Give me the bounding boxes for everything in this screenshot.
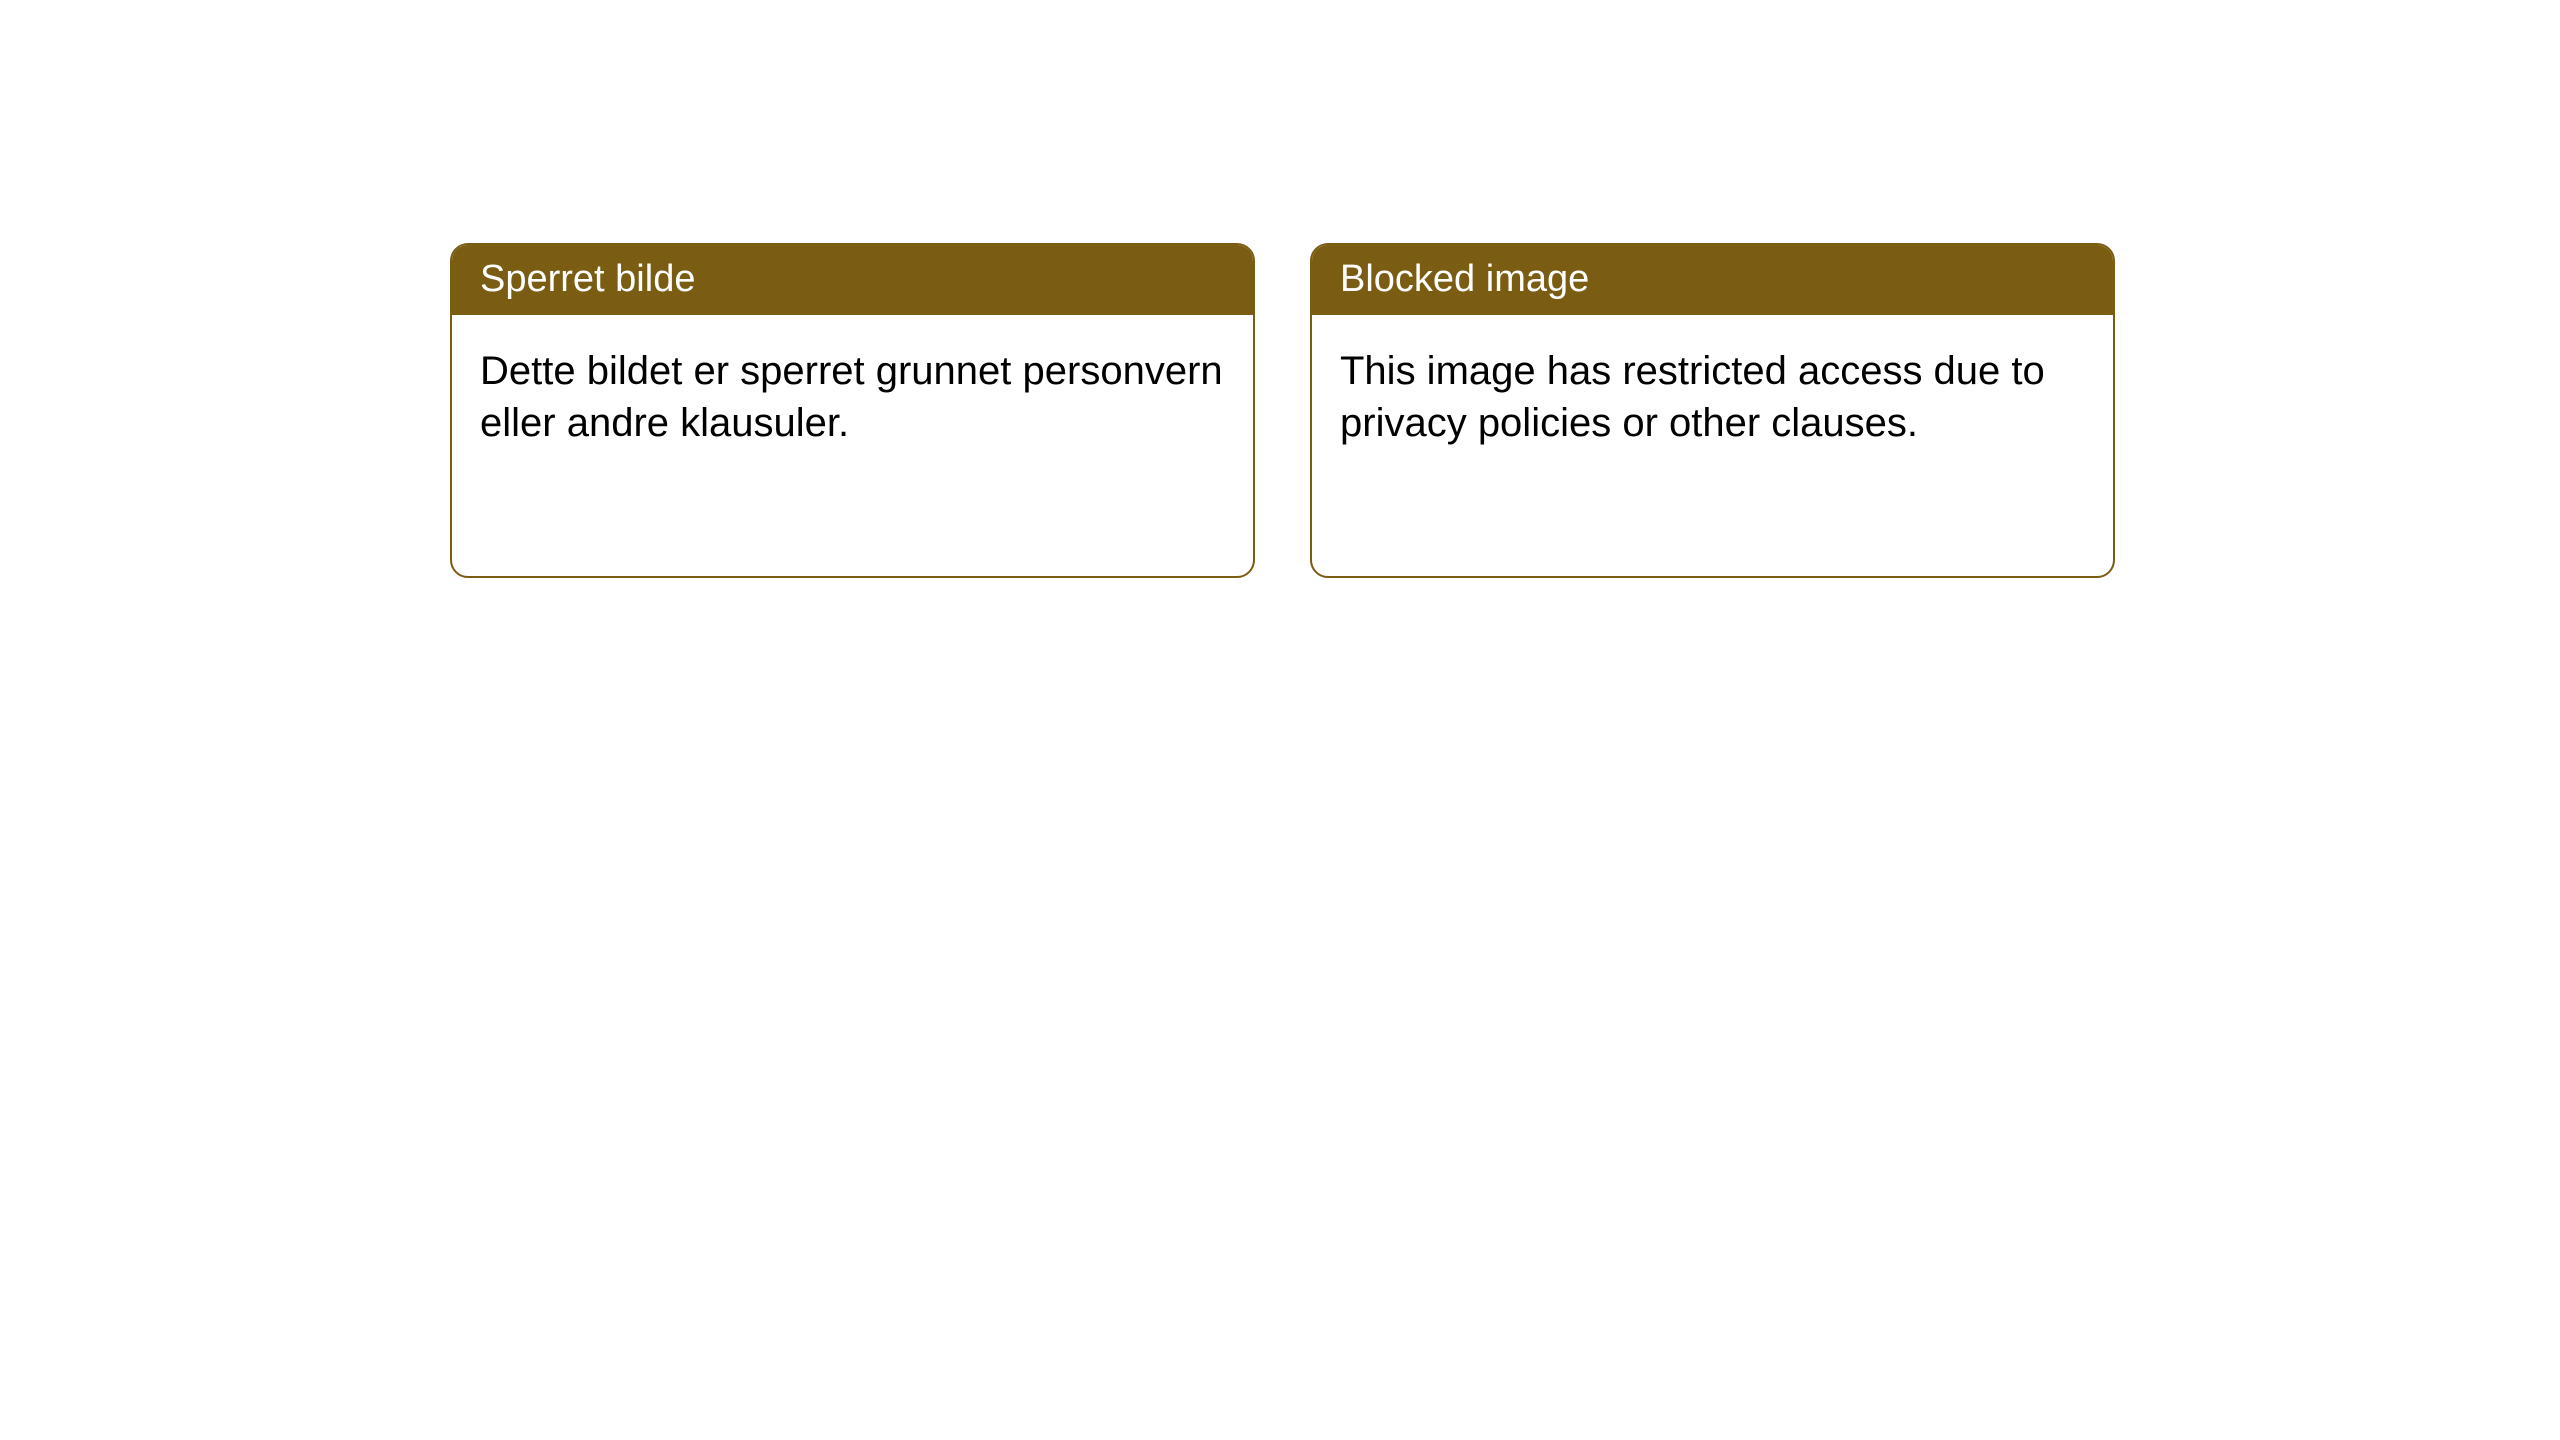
- notice-message: Dette bildet er sperret grunnet personve…: [480, 349, 1223, 445]
- notice-cards-container: Sperret bilde Dette bildet er sperret gr…: [450, 243, 2115, 578]
- notice-title: Sperret bilde: [480, 258, 695, 300]
- notice-body: This image has restricted access due to …: [1312, 315, 2113, 479]
- notice-header: Blocked image: [1312, 245, 2113, 315]
- notice-body: Dette bildet er sperret grunnet personve…: [452, 315, 1253, 479]
- notice-message: This image has restricted access due to …: [1340, 349, 2045, 445]
- notice-card-norwegian: Sperret bilde Dette bildet er sperret gr…: [450, 243, 1255, 578]
- notice-header: Sperret bilde: [452, 245, 1253, 315]
- notice-title: Blocked image: [1340, 258, 1589, 300]
- notice-card-english: Blocked image This image has restricted …: [1310, 243, 2115, 578]
